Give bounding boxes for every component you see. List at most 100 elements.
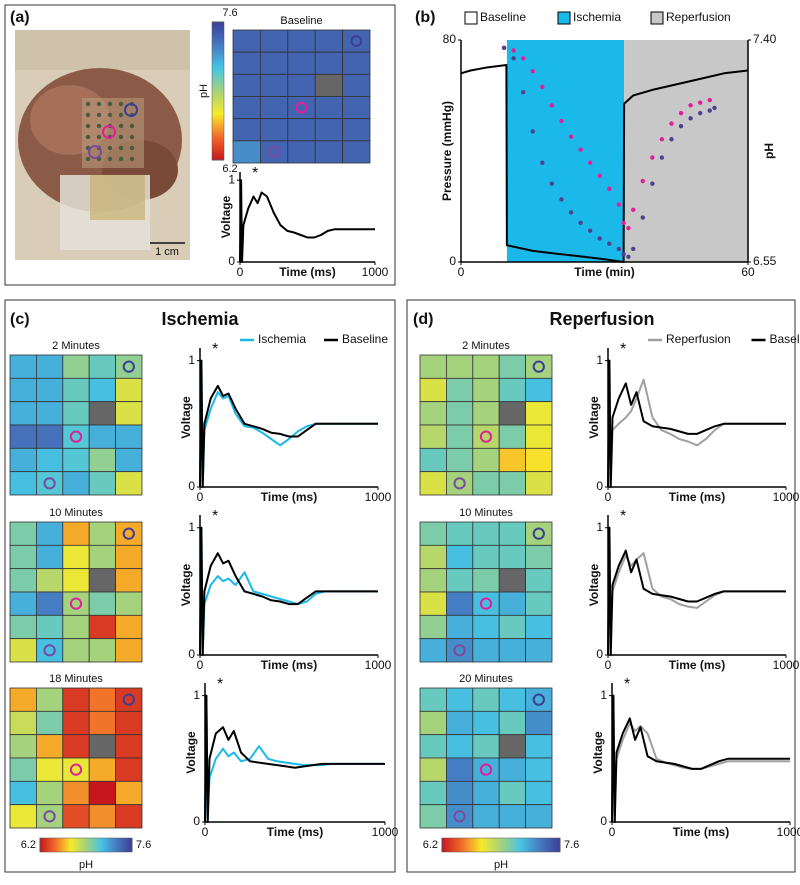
data-point xyxy=(621,221,625,225)
data-point xyxy=(617,247,621,251)
heatmap-cell xyxy=(343,119,370,141)
heatmap-cell xyxy=(63,639,89,662)
heatmap-cell xyxy=(499,711,525,734)
heatmap-cell xyxy=(36,781,62,804)
x-tick-label: 0 xyxy=(197,658,204,672)
heatmap-title: 10 Minutes xyxy=(459,507,513,519)
heatmap-cell xyxy=(315,119,342,141)
colorbar-tick-label: 6.2 xyxy=(21,839,36,851)
data-point xyxy=(569,134,573,138)
photo-background xyxy=(15,30,190,70)
electrode-dot xyxy=(108,157,112,161)
legend-swatch xyxy=(465,12,477,24)
heatmap-cell xyxy=(36,639,62,662)
heatmap-cell xyxy=(10,522,36,545)
heatmap-cell xyxy=(446,805,472,828)
data-point xyxy=(617,202,621,206)
x-axis-label: Time (ms) xyxy=(267,825,323,839)
y-axis-label: Pressure (mmHg) xyxy=(440,101,454,201)
heatmap-cell xyxy=(499,545,525,568)
heatmap-cell xyxy=(10,639,36,662)
electrode-dot xyxy=(119,157,123,161)
heatmap-cell xyxy=(10,592,36,615)
heatmap-cell xyxy=(499,472,525,495)
x-tick-label: 0 xyxy=(202,825,209,839)
legend-label: Baseline xyxy=(770,332,800,346)
heatmap-cell xyxy=(420,615,446,638)
heatmap-cell xyxy=(499,425,525,448)
electrode-dot xyxy=(108,146,112,150)
electrode-dot xyxy=(130,124,134,128)
series-line xyxy=(205,696,385,822)
heatmap-cell xyxy=(343,74,370,96)
heatmap-cell xyxy=(526,781,552,804)
heatmap-cell xyxy=(473,569,499,592)
heatmap-cell xyxy=(116,448,142,471)
electrode-dot xyxy=(130,146,134,150)
heatmap-cell xyxy=(36,545,62,568)
heatmap-cell xyxy=(446,355,472,378)
y-tick-label: 0 xyxy=(600,814,607,828)
data-point xyxy=(559,197,563,201)
heatmap-cell xyxy=(315,141,342,163)
data-point xyxy=(708,108,712,112)
dead-cell xyxy=(499,402,525,425)
heatmap-cell xyxy=(116,472,142,495)
heatmap-cell xyxy=(420,472,446,495)
y-tick-label: 0 xyxy=(188,479,195,493)
heatmap-cell xyxy=(526,615,552,638)
y-tick-label: 0 xyxy=(188,647,195,661)
panel-label: (b) xyxy=(415,9,435,26)
x-axis-label: Time (ms) xyxy=(669,490,725,504)
heatmap-cell xyxy=(63,805,89,828)
x-tick-label: 0 xyxy=(197,490,204,504)
heatmap-cell xyxy=(63,545,89,568)
electrode-dot xyxy=(86,135,90,139)
heatmap-cell xyxy=(288,74,315,96)
heatmap-cell xyxy=(63,522,89,545)
heatmap-cell xyxy=(420,448,446,471)
data-point xyxy=(650,181,654,185)
panel-title: Reperfusion xyxy=(549,309,654,329)
heatmap-cell xyxy=(420,711,446,734)
y-tick-label: 1 xyxy=(596,353,603,367)
heatmap-cell xyxy=(63,688,89,711)
heatmap-cell xyxy=(233,119,260,141)
heatmap-cell xyxy=(526,758,552,781)
heatmap-cell xyxy=(473,735,499,758)
heatmap-cell xyxy=(420,402,446,425)
heatmap-cell xyxy=(233,97,260,119)
heatmap-cell xyxy=(446,781,472,804)
heatmap-cell xyxy=(36,758,62,781)
electrode-dot xyxy=(108,102,112,106)
y-axis-label: Voltage xyxy=(179,396,193,439)
colorbar-label: pH xyxy=(494,859,508,871)
heatmap-cell xyxy=(473,781,499,804)
heatmap-cell xyxy=(473,592,499,615)
heatmap-cell xyxy=(473,355,499,378)
y-tick-label: 1 xyxy=(188,520,195,534)
heatmap-title: 18 Minutes xyxy=(49,673,103,685)
heatmap-cell xyxy=(63,758,89,781)
heatmap-cell xyxy=(10,355,36,378)
heatmap-cell xyxy=(499,355,525,378)
heatmap-cell xyxy=(420,639,446,662)
heatmap-cell xyxy=(473,378,499,401)
colorbar-tick-label: 7.6 xyxy=(564,839,579,851)
heatmap-cell xyxy=(233,30,260,52)
legend-swatch xyxy=(558,12,570,24)
series-line xyxy=(200,361,378,487)
dead-cell xyxy=(89,735,115,758)
series-line xyxy=(612,696,790,822)
heatmap-cell xyxy=(499,592,525,615)
data-point xyxy=(621,252,625,256)
data-point xyxy=(607,187,611,191)
x-axis-label: Time (ms) xyxy=(261,658,317,672)
heatmap-cell xyxy=(63,735,89,758)
colorbar-label: pH xyxy=(79,859,93,871)
data-point xyxy=(559,119,563,123)
heatmap-cell xyxy=(89,472,115,495)
heatmap-cell xyxy=(420,805,446,828)
data-point xyxy=(598,236,602,240)
heatmap-cell xyxy=(526,378,552,401)
